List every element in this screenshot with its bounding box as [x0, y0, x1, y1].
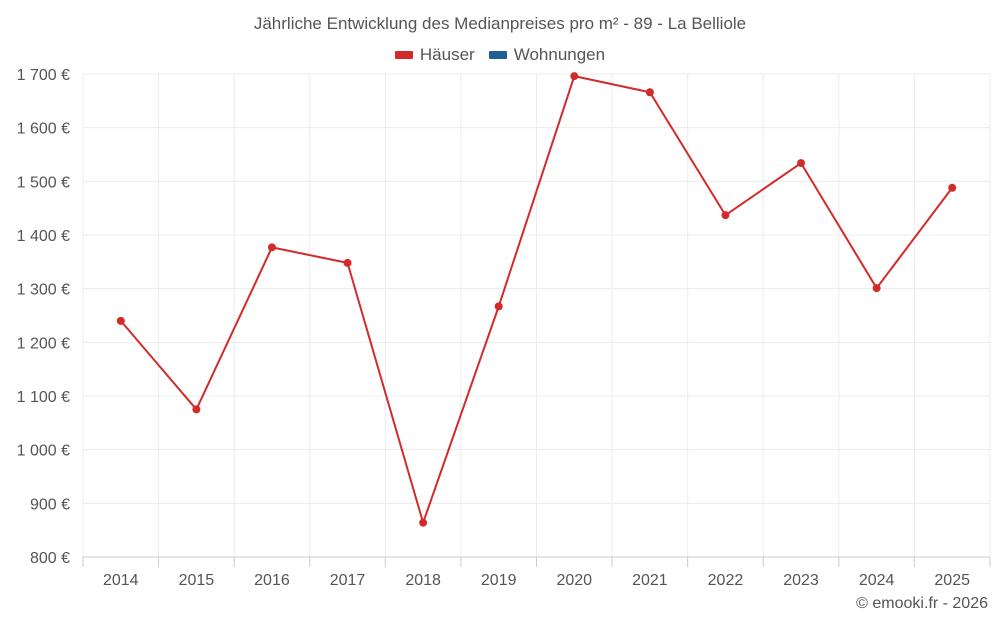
legend-swatch-haeuser: [394, 51, 413, 59]
legend-item-haeuser[interactable]: Häuser: [394, 45, 475, 65]
y-tick-label: 1 500 €: [17, 174, 70, 191]
y-tick-label: 800 €: [30, 550, 70, 567]
y-tick-label: 1 700 €: [17, 67, 70, 84]
x-tick-label: 2023: [783, 572, 819, 589]
data-point[interactable]: [116, 316, 125, 325]
y-tick-label: 1 200 €: [17, 335, 70, 352]
x-tick-label: 2014: [103, 572, 139, 589]
x-tick-label: 2015: [179, 572, 215, 589]
data-point[interactable]: [267, 243, 276, 252]
data-point[interactable]: [797, 159, 806, 168]
data-point[interactable]: [494, 302, 503, 311]
x-tick-label: 2024: [859, 572, 895, 589]
data-point[interactable]: [570, 72, 579, 81]
data-point[interactable]: [192, 405, 201, 414]
data-point[interactable]: [343, 258, 352, 267]
data-point[interactable]: [419, 518, 428, 527]
y-tick-label: 1 300 €: [17, 282, 70, 299]
x-tick-label: 2020: [556, 572, 592, 589]
credit: © emooki.fr - 2026: [856, 595, 988, 612]
y-tick-label: 1 400 €: [17, 228, 70, 245]
x-tick-label: 2017: [330, 572, 366, 589]
y-tick-label: 1 100 €: [17, 389, 70, 406]
x-tick-label: 2022: [708, 572, 744, 589]
y-tick-label: 1 000 €: [17, 443, 70, 460]
series-line-0: [120, 75, 954, 524]
data-point[interactable]: [948, 183, 957, 192]
data-point[interactable]: [872, 284, 881, 293]
x-tick-label: 2018: [405, 572, 441, 589]
legend-item-wohnungen[interactable]: Wohnungen: [488, 45, 606, 65]
legend-label-haeuser: Häuser: [419, 45, 475, 64]
y-tick-label: 1 600 €: [17, 121, 70, 138]
x-tick-label: 2019: [481, 572, 517, 589]
legend-label-wohnungen: Wohnungen: [513, 45, 606, 64]
y-tick-label: 900 €: [30, 496, 70, 513]
x-tick-label: 2016: [254, 572, 290, 589]
x-tick-label: 2021: [632, 572, 668, 589]
x-tick-label: 2025: [934, 572, 970, 589]
legend-swatch-wohnungen: [488, 51, 507, 59]
chart-title: Jährliche Entwicklung des Medianpreises …: [253, 14, 747, 33]
data-point[interactable]: [645, 88, 654, 97]
data-point[interactable]: [721, 211, 730, 220]
legend: Häuser Wohnungen: [0, 45, 1000, 65]
